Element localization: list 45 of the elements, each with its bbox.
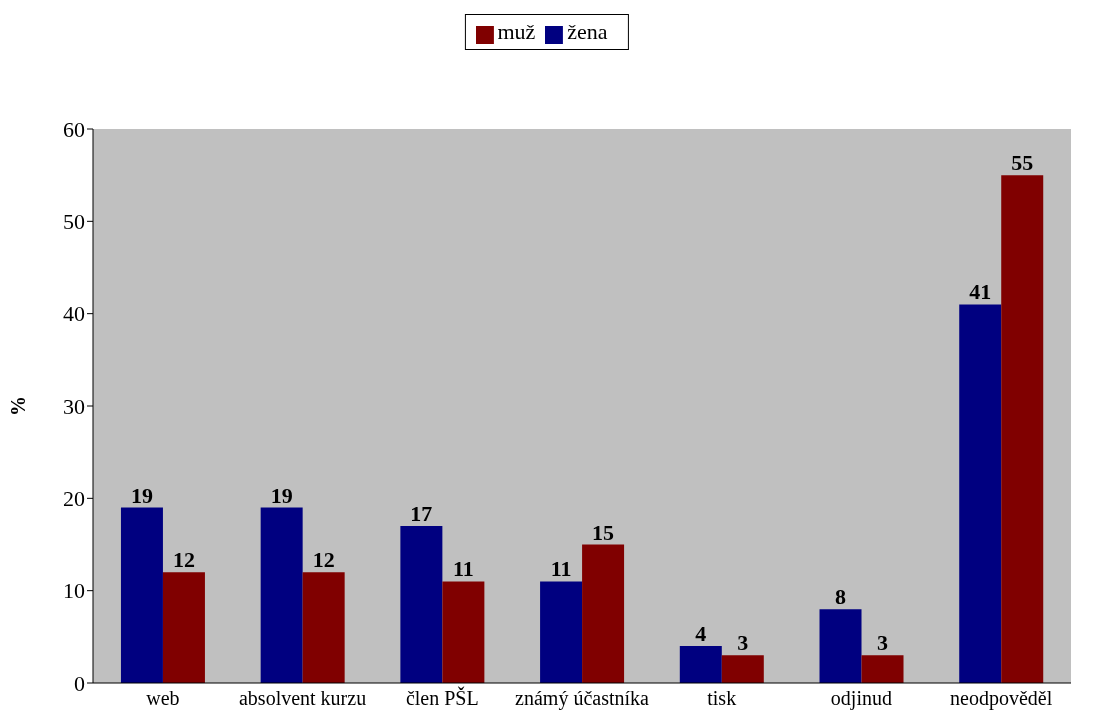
data-label: 12 [172, 547, 195, 573]
bar [959, 304, 1002, 683]
bar [582, 544, 625, 683]
bar [400, 526, 443, 683]
y-tick-label: 40 [63, 301, 85, 327]
data-label: 11 [452, 556, 474, 582]
bar [260, 507, 303, 683]
bar [679, 646, 722, 683]
bar [819, 609, 862, 683]
data-label: 11 [550, 556, 572, 582]
x-tick-label: odjinud [830, 687, 892, 711]
y-axis-title: % [7, 396, 30, 416]
y-tick-label: 20 [63, 486, 85, 512]
legend-label: muž [497, 19, 536, 44]
data-label: 55 [1011, 150, 1034, 176]
data-label: 41 [969, 279, 992, 305]
x-tick-label: známý účastníka [515, 687, 650, 711]
y-tick-label: 50 [63, 209, 85, 235]
y-tick-label: 60 [63, 116, 85, 142]
x-tick-label: tisk [707, 687, 737, 710]
y-tick-label: 10 [63, 578, 85, 604]
data-label: 12 [312, 547, 335, 573]
bar [302, 572, 345, 683]
bar [721, 655, 764, 683]
x-tick-label: web [146, 687, 180, 710]
data-label: 17 [410, 501, 433, 527]
y-tick-label: 30 [63, 393, 85, 419]
bar [162, 572, 205, 683]
data-label: 15 [592, 519, 615, 545]
data-label: 4 [695, 621, 707, 647]
bar [442, 581, 485, 683]
data-label: 8 [835, 584, 847, 610]
data-label: 3 [877, 630, 889, 656]
legend-label: žena [567, 19, 608, 44]
x-tick-label: neodpověděl [950, 687, 1053, 711]
bar [1001, 175, 1044, 683]
bar [120, 507, 163, 683]
x-tick-label: člen PŠL [405, 686, 479, 710]
y-tick-label: 0 [74, 670, 85, 696]
x-tick-label: absolvent kurzu [238, 687, 367, 710]
data-label: 19 [270, 482, 293, 508]
bar [540, 581, 583, 683]
data-label: 19 [130, 482, 153, 508]
data-label: 3 [737, 630, 749, 656]
bar [861, 655, 904, 683]
